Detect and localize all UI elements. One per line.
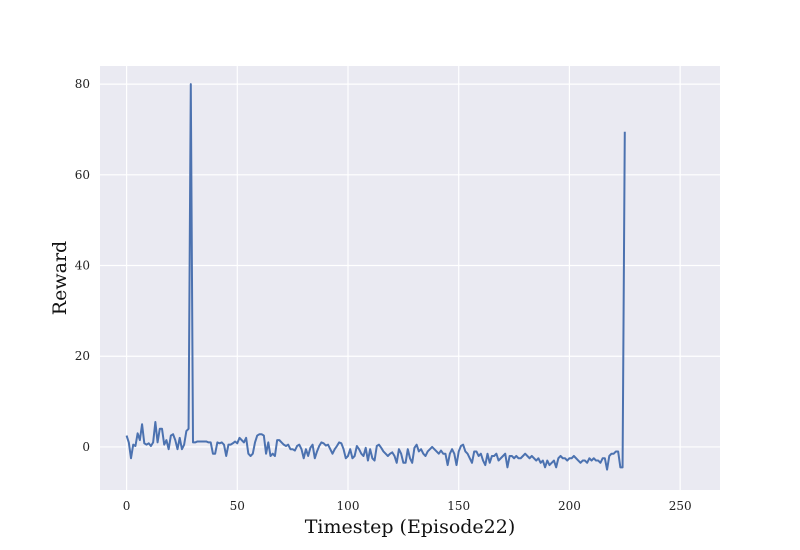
x-tick-label: 250: [669, 499, 692, 513]
x-tick-label: 200: [558, 499, 581, 513]
y-tick-label: 20: [75, 349, 90, 363]
y-tick-label: 0: [82, 440, 90, 454]
series-line: [125, 83, 626, 471]
x-axis-label: Timestep (Episode22): [305, 516, 516, 538]
grid-lines: [100, 66, 720, 490]
y-tick-label: 60: [75, 168, 90, 182]
x-tick-label: 100: [337, 499, 360, 513]
x-tick-labels: 0 50 100 150 200 250: [123, 499, 692, 513]
series-group: [125, 83, 626, 471]
y-axis-label: Reward: [49, 241, 71, 315]
plot-background: [100, 66, 720, 490]
x-tick-label: 0: [123, 499, 131, 513]
x-tick-label: 150: [447, 499, 470, 513]
y-tick-label: 40: [75, 259, 90, 273]
y-tick-labels: 0 20 40 60 80: [75, 77, 90, 454]
x-tick-label: 50: [230, 499, 245, 513]
y-tick-label: 80: [75, 77, 90, 91]
